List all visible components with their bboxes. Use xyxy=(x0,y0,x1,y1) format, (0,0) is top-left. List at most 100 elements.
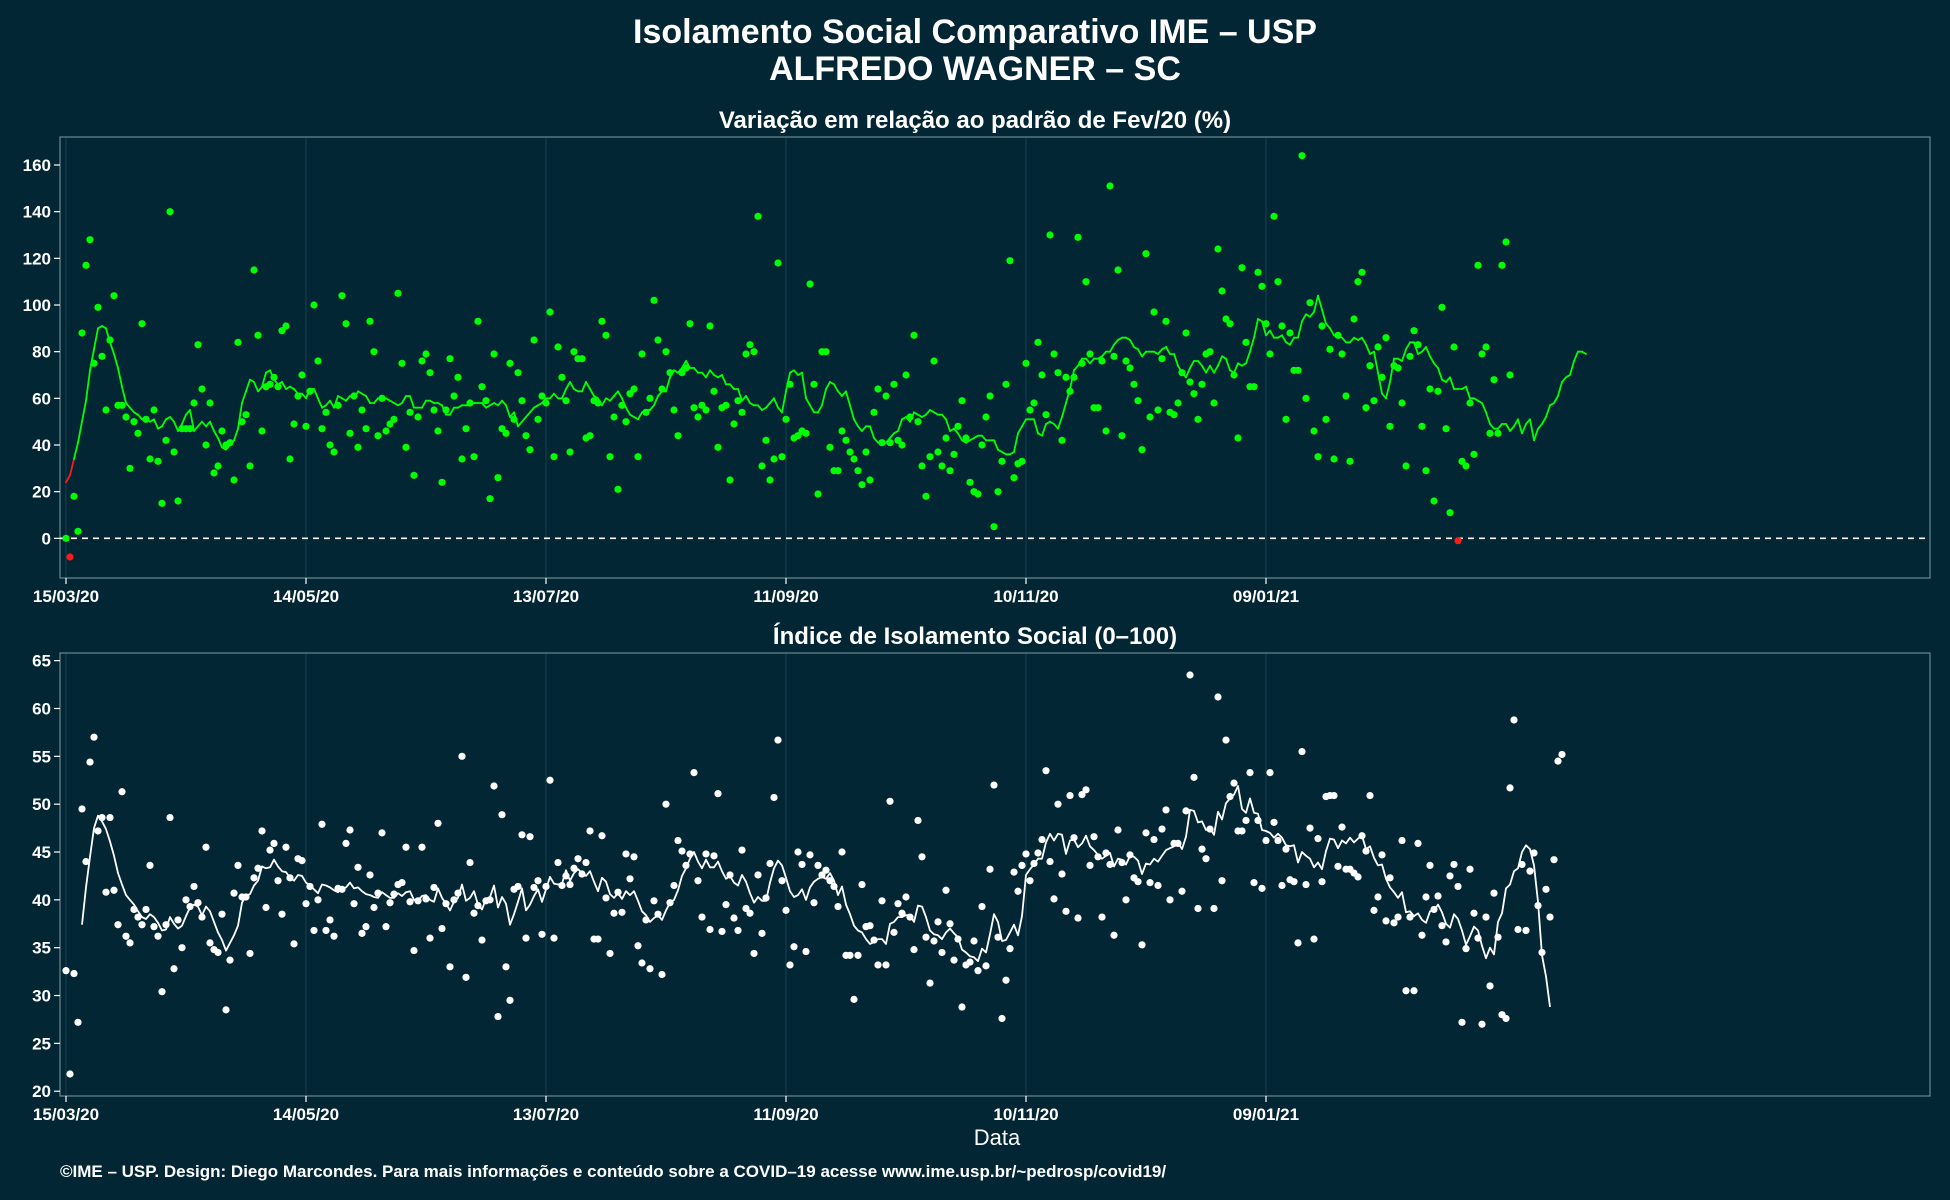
panel2-point xyxy=(582,858,590,867)
panel2-point xyxy=(158,988,166,996)
panel1-ma-segment xyxy=(1021,418,1027,428)
panel1-ma-segment xyxy=(1509,425,1515,432)
panel1-point xyxy=(1094,404,1102,412)
panel1-ma-segment xyxy=(237,402,243,430)
panel1-point xyxy=(1474,261,1482,269)
panel1-point xyxy=(186,425,194,433)
panel1-point xyxy=(698,401,706,409)
panel2-point xyxy=(1086,861,1094,870)
panel2-point xyxy=(1278,881,1286,890)
panel1-point xyxy=(246,462,254,470)
panel2-point xyxy=(602,894,610,902)
panel1-ma-segment xyxy=(1533,427,1539,442)
panel2-point xyxy=(1118,858,1126,867)
panel1-point xyxy=(710,387,718,395)
panel2-point xyxy=(506,996,514,1004)
panel1-ma-segment xyxy=(1173,353,1179,367)
panel2-point xyxy=(1390,919,1398,927)
panel2-point xyxy=(694,877,702,885)
panel2-point xyxy=(678,847,686,855)
panel2-point xyxy=(1194,904,1202,913)
panel1-ytick-label-5: 100 xyxy=(23,296,51,315)
panel1-ma-segment xyxy=(561,388,567,400)
panel1-point xyxy=(302,422,310,430)
panel1-point xyxy=(1170,411,1178,419)
panel1-point xyxy=(1422,467,1430,475)
panel1-point xyxy=(534,415,542,423)
panel1-point xyxy=(134,429,142,437)
panel1-ma-segment xyxy=(325,399,331,407)
panel2-ytick-label-9: 65 xyxy=(32,652,51,671)
panel2-point xyxy=(558,881,566,890)
panel1-ma-segment xyxy=(1297,320,1303,339)
panel1-point xyxy=(862,448,870,456)
panel2-point xyxy=(658,970,666,979)
panel1-point xyxy=(1310,427,1318,435)
panel1-point xyxy=(1250,383,1258,391)
panel2-point xyxy=(190,882,198,891)
panel2-point xyxy=(998,1014,1006,1023)
panel1-ma-segment xyxy=(213,430,219,439)
panel1-point xyxy=(150,406,158,414)
panel1-ma-segment xyxy=(1421,346,1427,353)
panel1-ma-segment xyxy=(1205,364,1211,374)
panel2-point xyxy=(1046,857,1054,866)
panel1-point xyxy=(854,467,862,475)
panel2-point xyxy=(982,962,990,970)
panel1-ma-segment xyxy=(1425,346,1431,358)
panel2-point xyxy=(1518,860,1526,869)
panel1-point xyxy=(1034,338,1042,346)
panel2-point xyxy=(1434,892,1442,900)
panel2-point xyxy=(1314,835,1322,843)
panel1-ma-segment xyxy=(169,416,175,423)
panel1-point xyxy=(1138,446,1146,454)
panel2-point xyxy=(90,733,98,741)
panel2-point xyxy=(1514,925,1522,934)
panel1-point xyxy=(1326,345,1334,353)
panel1-point xyxy=(1430,497,1438,505)
panel2-point xyxy=(730,914,738,922)
panel2-point xyxy=(626,875,634,883)
panel1-point xyxy=(1178,369,1186,377)
panel1-ma-segment xyxy=(1209,364,1215,374)
panel1-ma-segment xyxy=(1545,404,1551,418)
panel1-point xyxy=(734,397,742,405)
panel2-point xyxy=(1334,862,1342,870)
panel1-ma-segment xyxy=(1349,336,1355,344)
panel1-ma-segment xyxy=(821,388,827,407)
panel2-point xyxy=(1062,907,1070,915)
panel1-point xyxy=(418,357,426,365)
panel1-point xyxy=(390,415,398,423)
panel2-ytick-label-0: 20 xyxy=(32,1082,51,1101)
panel1-point xyxy=(494,474,502,482)
panel2-point xyxy=(810,899,818,907)
panel2-point xyxy=(526,833,534,841)
panel1-point xyxy=(358,406,366,414)
panel1-point xyxy=(934,448,942,456)
panel1-ma-segment xyxy=(565,381,571,390)
panel2-point xyxy=(514,882,522,891)
panel2-point xyxy=(422,895,430,903)
panel1-ytick-label-8: 160 xyxy=(23,156,51,175)
panel1-point xyxy=(650,296,658,304)
panel2-point xyxy=(1482,913,1490,921)
panel2-point xyxy=(1354,873,1362,881)
panel1-point xyxy=(662,348,670,356)
panel2-point xyxy=(1218,877,1226,885)
panel1-point xyxy=(870,408,878,416)
panel1-point xyxy=(1082,278,1090,286)
panel1-point xyxy=(1322,415,1330,423)
panel1-point xyxy=(1350,315,1358,323)
panel2-point xyxy=(978,902,986,911)
panel1-point xyxy=(758,462,766,470)
panel2-point xyxy=(218,910,226,918)
panel2-point xyxy=(610,909,618,917)
chart-title-line2: ALFREDO WAGNER – SC xyxy=(769,50,1181,88)
panel1-point xyxy=(1222,315,1230,323)
panel2-point xyxy=(1290,878,1298,886)
panel2-point xyxy=(1098,913,1106,921)
panel2-point xyxy=(906,913,914,921)
panel2-point xyxy=(554,858,562,867)
panel2-point xyxy=(1258,884,1266,892)
panel2-point xyxy=(478,936,486,944)
